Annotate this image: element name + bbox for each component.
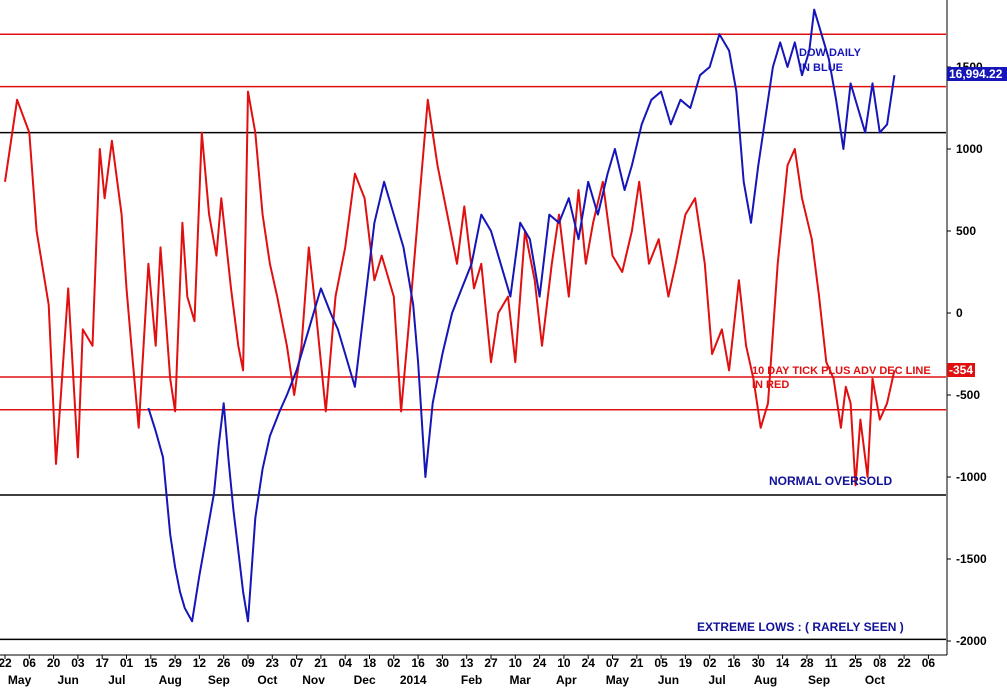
tick-annotation-line1: 10 DAY TICK PLUS ADV DEC LINE (752, 365, 931, 377)
x-day-label: 24 (582, 656, 596, 670)
x-month-label: Aug (754, 673, 777, 687)
x-axis-ticks: 22 06 20 03 17 01 15 29 12 26 09 23 07 21 04 18 02 16 30 13… (0, 655, 935, 687)
x-day-label: 01 (120, 656, 134, 670)
dow-value-tag-text: 16,994.22 (949, 67, 1003, 81)
x-month-label: 2014 (400, 673, 427, 687)
x-month-label: Apr (556, 673, 577, 687)
x-day-label: 25 (849, 656, 863, 670)
dow-annotation-line1: DOW DAILY (799, 47, 862, 59)
y-tick-label: -1000 (956, 470, 987, 484)
x-month-label: Mar (509, 673, 531, 687)
x-day-label: 10 (557, 656, 571, 670)
x-month-label: Aug (159, 673, 182, 687)
x-day-label: 06 (922, 656, 936, 670)
x-month-label: Sep (208, 673, 230, 687)
series-layer (4, 8, 896, 623)
x-day-label: 30 (436, 656, 450, 670)
y-tick-label: -500 (956, 388, 980, 402)
y-tick-label: 0 (956, 306, 963, 320)
x-day-label: 15 (144, 656, 158, 670)
x-month-label: Feb (461, 673, 482, 687)
x-day-label: 23 (266, 656, 280, 670)
x-day-label: 21 (630, 656, 644, 670)
x-month-label: Oct (865, 673, 885, 687)
y-tick-label: -1500 (956, 552, 987, 566)
x-day-label: 17 (96, 656, 110, 670)
x-day-label: 07 (606, 656, 620, 670)
reference-lines (0, 33, 946, 641)
dow-value-tag-bg (947, 67, 1007, 81)
x-day-label: 02 (703, 656, 717, 670)
x-month-label: May (8, 673, 32, 687)
tick-value-tag-bg (947, 363, 975, 377)
x-day-label: 20 (47, 656, 61, 670)
x-day-label: 10 (509, 656, 523, 670)
x-day-label: 28 (800, 656, 814, 670)
x-day-label: 30 (752, 656, 766, 670)
y-tick-label: 1000 (956, 142, 983, 156)
x-month-label: Jul (108, 673, 125, 687)
x-day-label: 22 (0, 656, 12, 670)
x-day-label: 02 (387, 656, 401, 670)
dow-annotation-line2: IN BLUE (799, 62, 843, 74)
y-axis-ticks: 150010005000-500-1000-1500-2000 (947, 60, 987, 648)
x-month-label: Oct (257, 673, 277, 687)
x-day-label: 19 (679, 656, 693, 670)
x-day-label: 14 (776, 656, 790, 670)
tick-value-tag-text: -354 (949, 363, 973, 377)
x-month-label: Jun (658, 673, 679, 687)
x-day-label: 22 (897, 656, 911, 670)
x-day-label: 18 (363, 656, 377, 670)
x-day-label: 05 (654, 656, 668, 670)
tick-value-tag: -354 (947, 363, 975, 377)
x-day-label: 11 (825, 656, 838, 670)
series-line-blue (147, 8, 896, 623)
axes-layer (0, 0, 948, 656)
y-tick-label: -2000 (956, 634, 987, 648)
x-day-label: 04 (339, 656, 353, 670)
x-day-label: 09 (241, 656, 255, 670)
x-day-label: 12 (193, 656, 207, 670)
x-day-label: 24 (533, 656, 547, 670)
oversold-annotation: NORMAL OVERSOLD (769, 474, 892, 488)
x-day-label: 07 (290, 656, 304, 670)
x-month-label: May (606, 673, 630, 687)
tick-annotation-line2: IN RED (752, 379, 789, 391)
x-month-label: Nov (302, 673, 325, 687)
x-month-label: Jun (58, 673, 79, 687)
series-line-red (4, 90, 896, 487)
x-day-label: 13 (460, 656, 474, 670)
x-day-label: 06 (23, 656, 37, 670)
dow-value-tag: 16,994.22 (947, 67, 1007, 81)
x-day-label: 29 (168, 656, 182, 670)
annotations: DOW DAILY IN BLUE 10 DAY TICK PLUS ADV D… (697, 47, 931, 634)
x-day-label: 27 (484, 656, 498, 670)
x-month-label: Jul (708, 673, 725, 687)
extreme-lows-annotation: EXTREME LOWS : ( RARELY SEEN ) (697, 620, 904, 634)
x-day-label: 16 (411, 656, 425, 670)
x-day-label: 03 (71, 656, 85, 670)
x-day-label: 08 (873, 656, 887, 670)
x-day-label: 21 (314, 656, 328, 670)
x-month-label: Sep (808, 673, 830, 687)
x-month-label: Dec (354, 673, 376, 687)
y-tick-label: 500 (956, 224, 976, 238)
x-day-label: 16 (727, 656, 741, 670)
x-day-label: 26 (217, 656, 231, 670)
